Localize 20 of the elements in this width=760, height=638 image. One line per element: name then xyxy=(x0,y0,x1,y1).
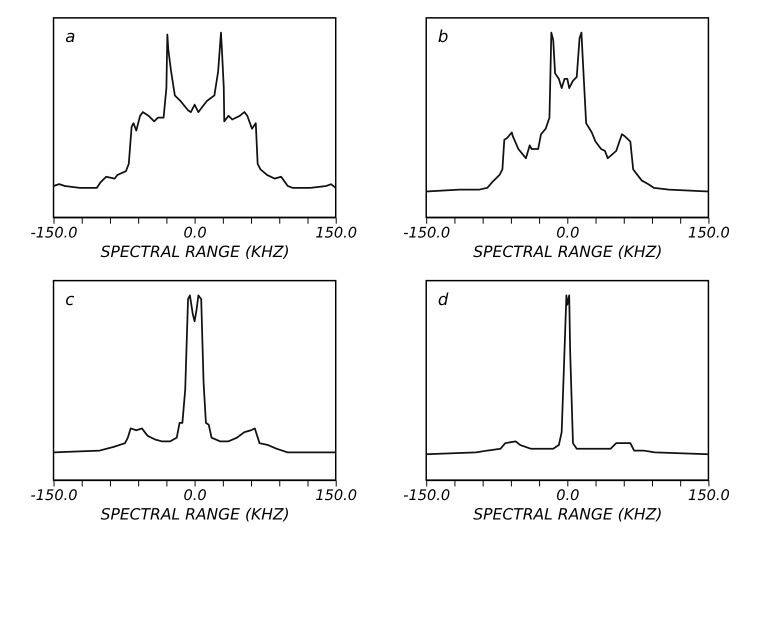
x-axis-title: SPECTRAL RANGE (KHZ) xyxy=(100,506,290,524)
annotation: d xyxy=(438,290,449,309)
annotation: a xyxy=(65,27,76,46)
x-tick-label: -150.0 xyxy=(403,224,450,242)
x-axis-title: SPECTRAL RANGE (KHZ) xyxy=(473,242,662,261)
x-axis-title: SPECTRAL RANGE (KHZ) xyxy=(473,506,662,524)
x-tick-label: 150.0 xyxy=(315,224,358,242)
x-tick-label: 150.0 xyxy=(688,224,730,242)
x-tick-label: -150.0 xyxy=(403,487,450,504)
x-tick-label: 0.0 xyxy=(184,224,207,242)
x-tick-label: 150.0 xyxy=(315,487,358,504)
x-tick-label: 0.0 xyxy=(556,224,580,242)
x-tick-label: 0.0 xyxy=(184,487,207,504)
x-tick-label: 150.0 xyxy=(688,487,730,504)
x-tick-label: -150.0 xyxy=(30,224,78,242)
x-tick-label: 0.0 xyxy=(556,487,580,504)
x-axis-title: SPECTRAL RANGE (KHZ) xyxy=(100,242,290,261)
annotation: c xyxy=(65,290,74,309)
annotation: b xyxy=(438,27,448,46)
x-tick-label: -150.0 xyxy=(30,487,78,504)
